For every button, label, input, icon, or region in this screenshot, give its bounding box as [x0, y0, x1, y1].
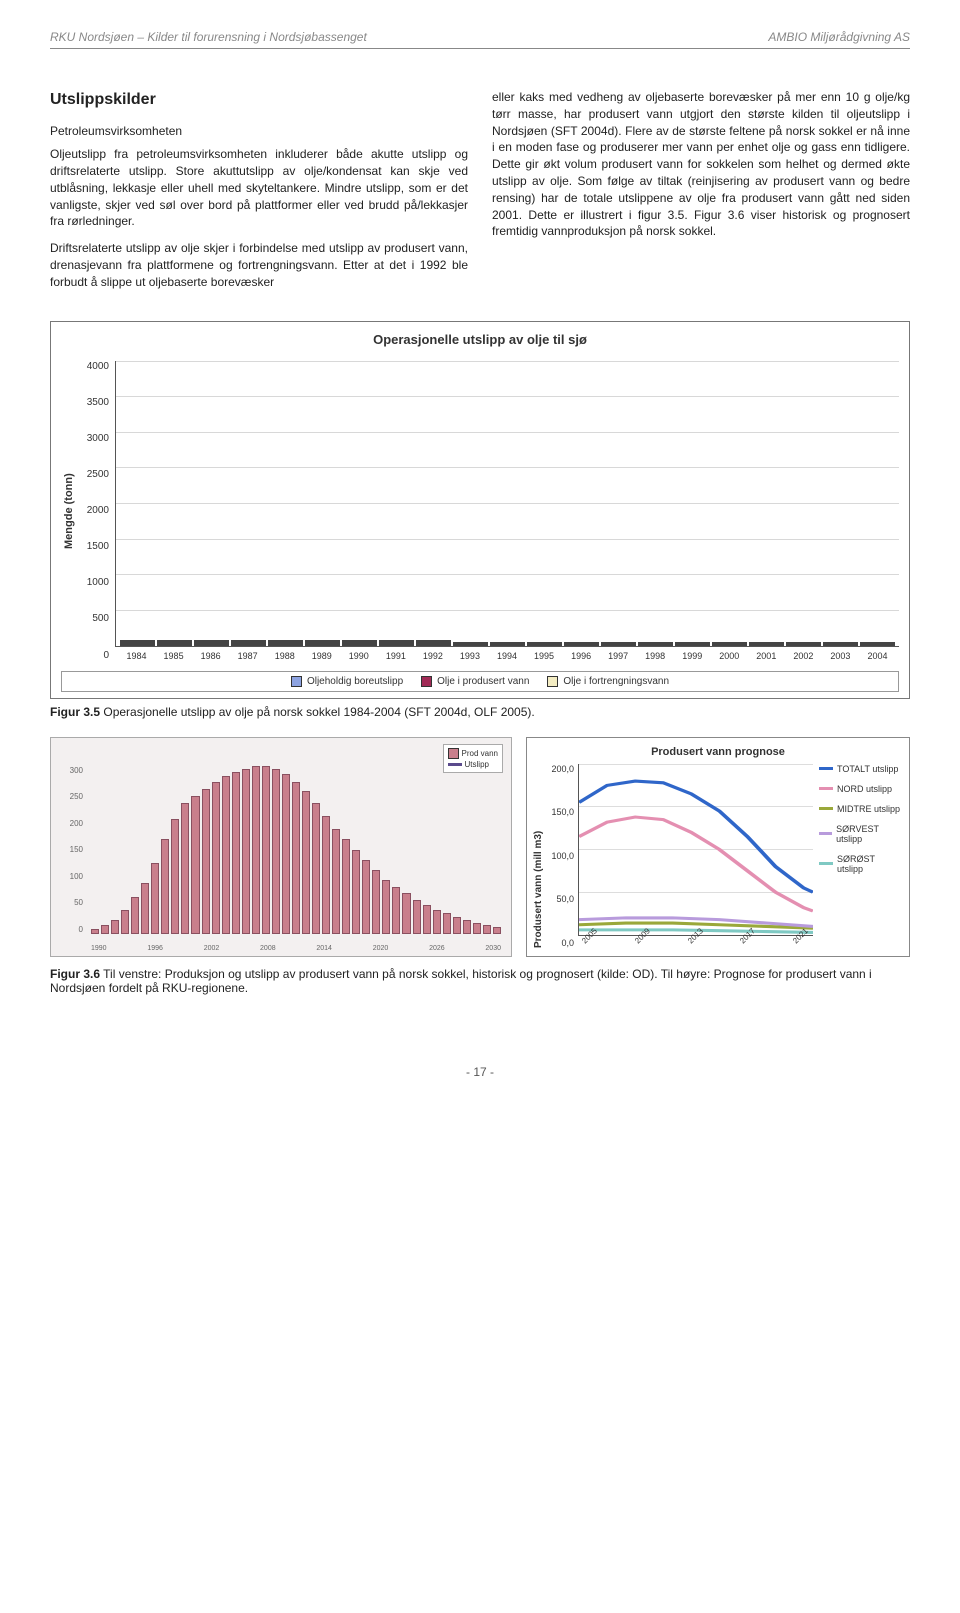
chart35-plot — [115, 361, 899, 647]
page-number: - 17 - — [50, 1065, 910, 1079]
chart35-title: Operasjonelle utslipp av olje til sjø — [61, 332, 899, 347]
caption-3-6: Figur 3.6 Til venstre: Produksjon og uts… — [50, 967, 910, 995]
chart-3-6-right: Produsert vann prognose Produsert vann (… — [526, 737, 910, 957]
chart36r-plot — [578, 764, 813, 936]
chart35-xaxis: 1984198519861987198819891990199119921993… — [115, 647, 899, 661]
chart36l-yaxis: 300250200150100500 — [55, 766, 83, 934]
section-heading: Utslippskilder — [50, 89, 468, 111]
chart36r-xaxis: 20052009201320172021 — [578, 936, 813, 948]
chart36r-yaxis: 200,0150,0100,050,00,0 — [544, 764, 578, 948]
right-column: eller kaks med vedheng av oljebaserte bo… — [492, 89, 910, 301]
chart-3-6-row: Prod vann Utslipp 300250200150100500 199… — [50, 737, 910, 957]
chart-3-6-left: Prod vann Utslipp 300250200150100500 199… — [50, 737, 512, 957]
paragraph-right: eller kaks med vedheng av oljebaserte bo… — [492, 89, 910, 240]
chart36l-bars — [91, 766, 501, 934]
section-subheading: Petroleumsvirksomheten — [50, 123, 468, 140]
header-right: AMBIO Miljørådgivning AS — [768, 30, 910, 44]
header-left: RKU Nordsjøen – Kilder til forurensning … — [50, 30, 367, 44]
chart35-yaxis: 40003500300025002000150010005000 — [77, 361, 115, 661]
chart36r-title: Produsert vann prognose — [533, 746, 903, 758]
page-header: RKU Nordsjøen – Kilder til forurensning … — [50, 30, 910, 49]
caption35-text: Operasjonelle utslipp av olje på norsk s… — [103, 705, 534, 719]
chart-3-5: Operasjonelle utslipp av olje til sjø Me… — [50, 321, 910, 699]
chart35-legend: Oljeholdig boreutslippOlje i produsert v… — [61, 671, 899, 692]
chart36r-legend: TOTALT utslippNORD utslippMIDTRE utslipp… — [813, 764, 903, 948]
body-text-columns: Utslippskilder Petroleumsvirksomheten Ol… — [50, 89, 910, 301]
chart36r-ylabel: Produsert vann (mill m3) — [533, 764, 544, 948]
chart36l-xaxis: 19901996200220082014202020262030 — [91, 945, 501, 952]
paragraph-1: Oljeutslipp fra petroleumsvirksomheten i… — [50, 146, 468, 230]
caption-3-5: Figur 3.5 Operasjonelle utslipp av olje … — [50, 705, 910, 719]
chart35-ylabel: Mengde (tonn) — [61, 361, 77, 661]
left-column: Utslippskilder Petroleumsvirksomheten Ol… — [50, 89, 468, 301]
caption36-text: Til venstre: Produksjon og utslipp av pr… — [50, 967, 872, 995]
paragraph-2: Driftsrelaterte utslipp av olje skjer i … — [50, 240, 468, 290]
